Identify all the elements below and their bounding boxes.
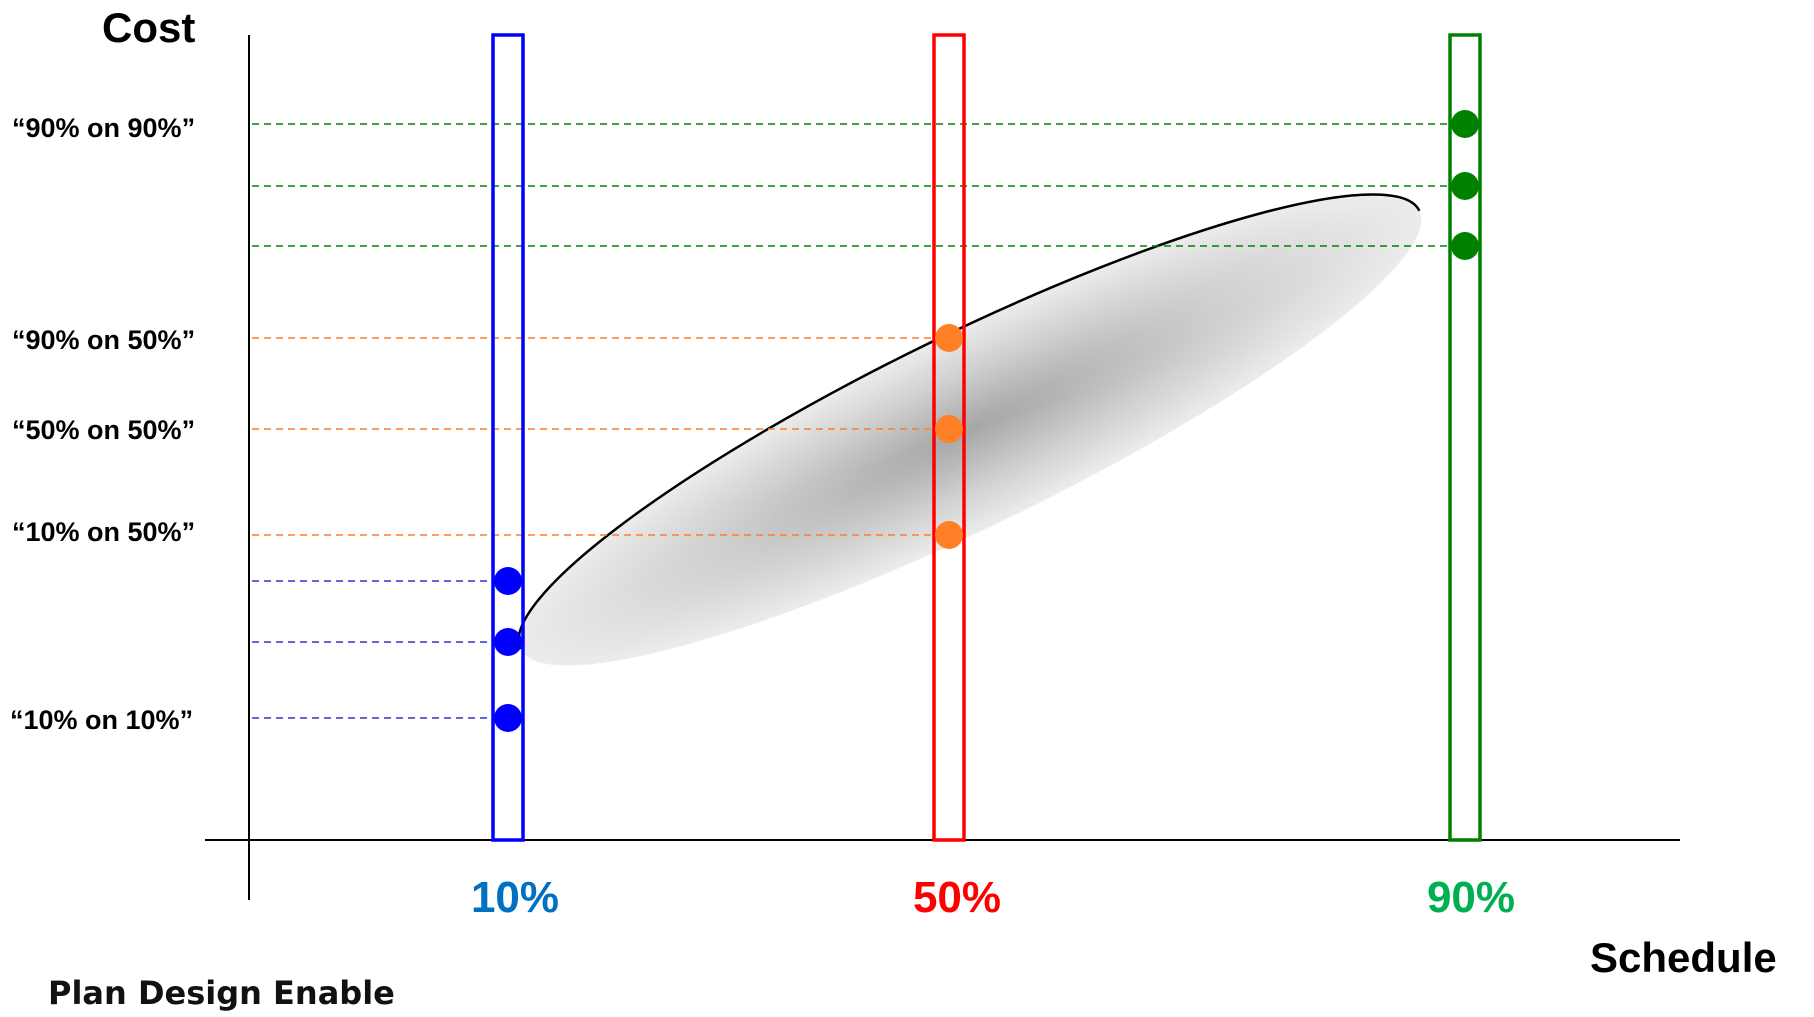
point-50-mid [935,415,963,443]
label-10-on-50: “10% on 50%” [12,517,195,547]
label-10-on-10: “10% on 10%” [10,705,193,735]
guide-lines-90 [252,123,1465,247]
distribution-ellipse [517,193,1422,666]
point-90-mid [1451,172,1479,200]
x-axis-title: Schedule [1590,934,1777,981]
column-90-box [1448,33,1482,842]
column-50-box [932,33,966,842]
point-90-high [1451,110,1479,138]
guide-lines-10 [252,580,505,719]
column-label-10: 10% [471,873,559,922]
footer-tagline: Plan Design Enable [48,974,395,1012]
point-10-mid [494,628,522,656]
point-10-low [494,704,522,732]
column-label-50: 50% [913,873,1001,922]
label-90-on-90: “90% on 90%” [12,113,195,143]
point-50-high [935,324,963,352]
column-label-90: 90% [1427,873,1515,922]
point-90-low [1451,232,1479,260]
label-90-on-50: “90% on 50%” [12,325,195,355]
point-10-high [494,567,522,595]
point-50-low [935,521,963,549]
y-axis-title: Cost [102,4,195,51]
column-10-box [491,33,525,842]
label-50-on-50: “50% on 50%” [12,415,195,445]
guide-lines-50 [252,337,948,536]
